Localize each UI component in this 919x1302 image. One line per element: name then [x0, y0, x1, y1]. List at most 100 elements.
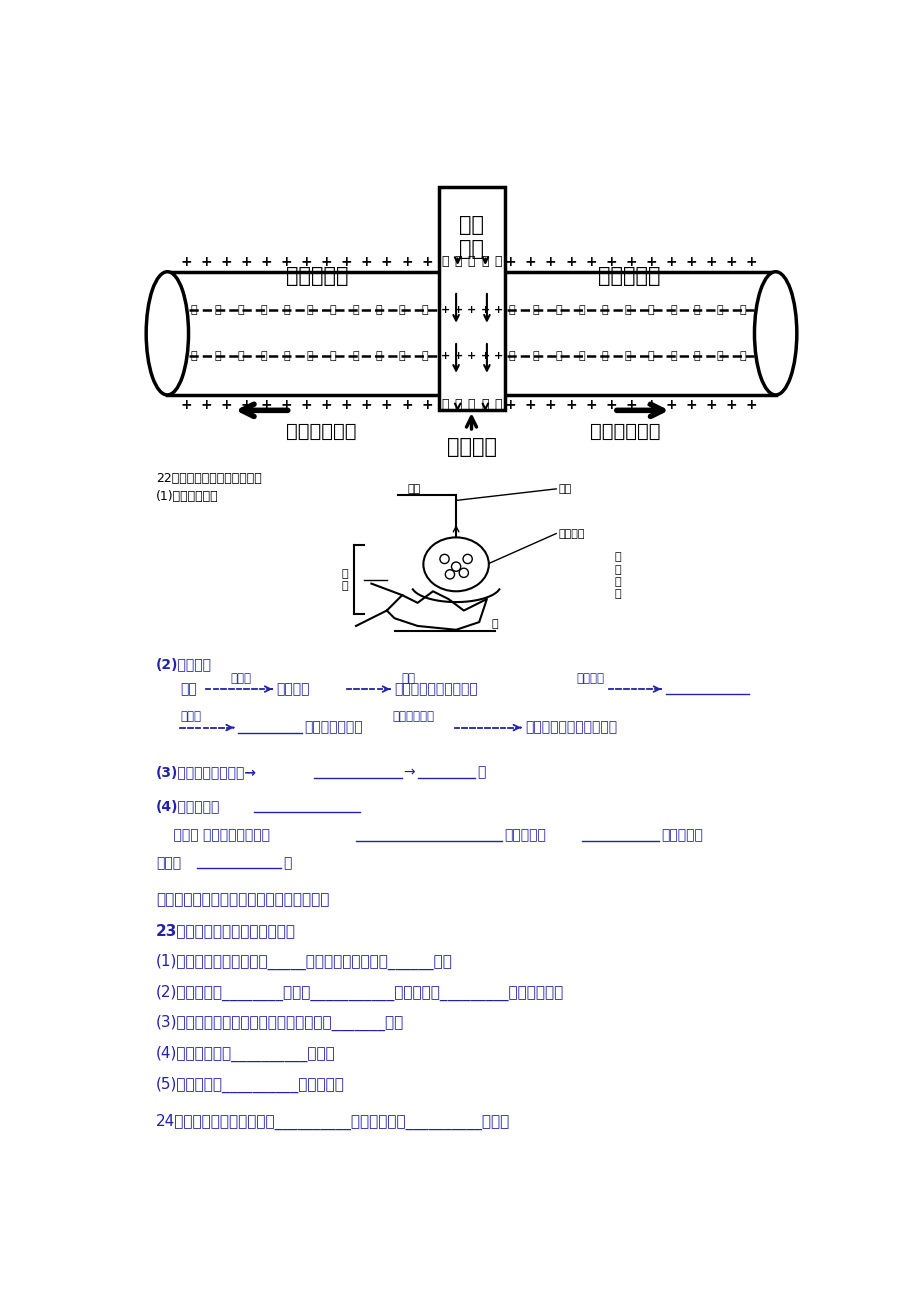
Text: －: － [283, 305, 289, 315]
Text: +: + [321, 398, 332, 411]
Text: 轴突: 轴突 [558, 484, 571, 493]
Text: +: + [380, 255, 392, 268]
Text: 突触小体: 突触小体 [277, 682, 310, 697]
Text: －: － [329, 305, 335, 315]
Text: －: － [422, 352, 428, 362]
Text: +: + [341, 398, 352, 411]
Text: －: － [260, 305, 267, 315]
Text: －: － [624, 352, 630, 362]
Text: (5)脊髓：调节__________的低级中枢: (5)脊髓：调节__________的低级中枢 [155, 1077, 345, 1092]
Text: －: － [422, 305, 428, 315]
Text: 作用于: 作用于 [180, 711, 201, 724]
Text: －: － [441, 398, 448, 411]
Text: +: + [440, 305, 449, 315]
Text: －: － [283, 352, 289, 362]
Text: －: － [467, 398, 475, 411]
Text: +: + [605, 255, 616, 268]
Text: +: + [685, 255, 696, 268]
Text: +: + [544, 398, 556, 411]
Text: +: + [221, 255, 233, 268]
Text: －: － [578, 305, 584, 315]
Text: 兴奋传导方向: 兴奋传导方向 [286, 422, 357, 441]
Text: 传导至: 传导至 [230, 672, 251, 685]
Text: +: + [584, 255, 596, 268]
Text: (1)大脑皮层：位于大脑的_____，具调节机体活动的______中枢: (1)大脑皮层：位于大脑的_____，具调节机体活动的______中枢 [155, 953, 452, 970]
Text: +: + [453, 305, 462, 315]
Text: +: + [544, 255, 556, 268]
Text: +: + [685, 398, 696, 411]
Text: －: － [399, 352, 405, 362]
Text: 释放递质: 释放递质 [576, 672, 604, 685]
Text: +: + [481, 305, 490, 315]
Circle shape [462, 555, 471, 564]
Text: 兴奋
部位: 兴奋 部位 [459, 216, 483, 259]
Text: (4)小脑：有维持__________的中枢: (4)小脑：有维持__________的中枢 [155, 1046, 335, 1062]
Text: +: + [466, 352, 476, 362]
Text: (3)信号转换：电信号→: (3)信号转换：电信号→ [155, 766, 256, 779]
Text: －: － [329, 352, 335, 362]
Text: +: + [401, 398, 413, 411]
Text: +: + [261, 398, 272, 411]
Text: －: － [191, 352, 198, 362]
Text: +: + [261, 255, 272, 268]
Text: －: － [352, 305, 359, 315]
Text: －: － [494, 255, 502, 268]
Ellipse shape [423, 538, 488, 591]
Text: －: － [467, 255, 475, 268]
Text: 。: 。 [283, 857, 291, 870]
Text: －: － [441, 255, 448, 268]
Text: +: + [744, 398, 756, 411]
Text: －: － [191, 305, 198, 315]
Text: 产生电位变化: 产生电位变化 [392, 711, 435, 724]
Text: －: － [454, 398, 461, 411]
Text: －: － [214, 305, 221, 315]
Text: 。: 。 [477, 766, 485, 779]
Text: (3)脑干：有许多维持生命必要的中枢，如_______中枢: (3)脑干：有许多维持生命必要的中枢，如_______中枢 [155, 1016, 403, 1031]
Text: 膜: 膜 [491, 618, 497, 629]
Text: －: － [306, 305, 312, 315]
Text: +: + [564, 398, 576, 411]
Circle shape [459, 568, 468, 577]
Text: (2)传导过程: (2)传导过程 [155, 658, 211, 672]
Text: +: + [644, 398, 656, 411]
Text: +: + [221, 398, 233, 411]
Text: －: － [601, 352, 607, 362]
Text: +: + [664, 255, 676, 268]
Text: +: + [321, 255, 332, 268]
Text: +: + [341, 255, 352, 268]
Ellipse shape [146, 272, 188, 395]
Text: －: － [716, 352, 722, 362]
Text: －: － [531, 305, 539, 315]
Text: +: + [380, 398, 392, 411]
Text: +: + [241, 398, 252, 411]
Text: －: － [601, 305, 607, 315]
Text: +: + [724, 398, 736, 411]
Text: +: + [440, 352, 449, 362]
Text: +: + [664, 398, 676, 411]
Text: +: + [494, 305, 503, 315]
Text: －: － [375, 305, 382, 315]
Text: +: + [280, 255, 292, 268]
Text: －: － [739, 352, 746, 362]
Text: +: + [401, 255, 413, 268]
Text: －: － [237, 305, 244, 315]
Circle shape [445, 570, 454, 579]
Ellipse shape [754, 272, 796, 395]
Text: 22、兴奋在神经元之间的传递: 22、兴奋在神经元之间的传递 [155, 471, 261, 484]
Text: (1)突触的组成：: (1)突触的组成： [155, 490, 218, 503]
Text: －: － [260, 352, 267, 362]
Text: －: － [531, 352, 539, 362]
Text: +: + [584, 398, 596, 411]
Text: －: － [352, 352, 359, 362]
Text: +: + [744, 255, 756, 268]
Text: +: + [505, 398, 516, 411]
Text: 释放，然后: 释放，然后 [660, 828, 702, 842]
Text: 突触小体: 突触小体 [558, 529, 584, 539]
Text: －: － [647, 305, 653, 315]
Text: 原因是 神经递质只存在于: 原因是 神经递质只存在于 [155, 828, 269, 842]
Text: 兴奋: 兴奋 [180, 682, 197, 697]
Text: －: － [399, 305, 405, 315]
Text: +: + [505, 255, 516, 268]
Text: +: + [200, 398, 212, 411]
Text: +: + [200, 255, 212, 268]
